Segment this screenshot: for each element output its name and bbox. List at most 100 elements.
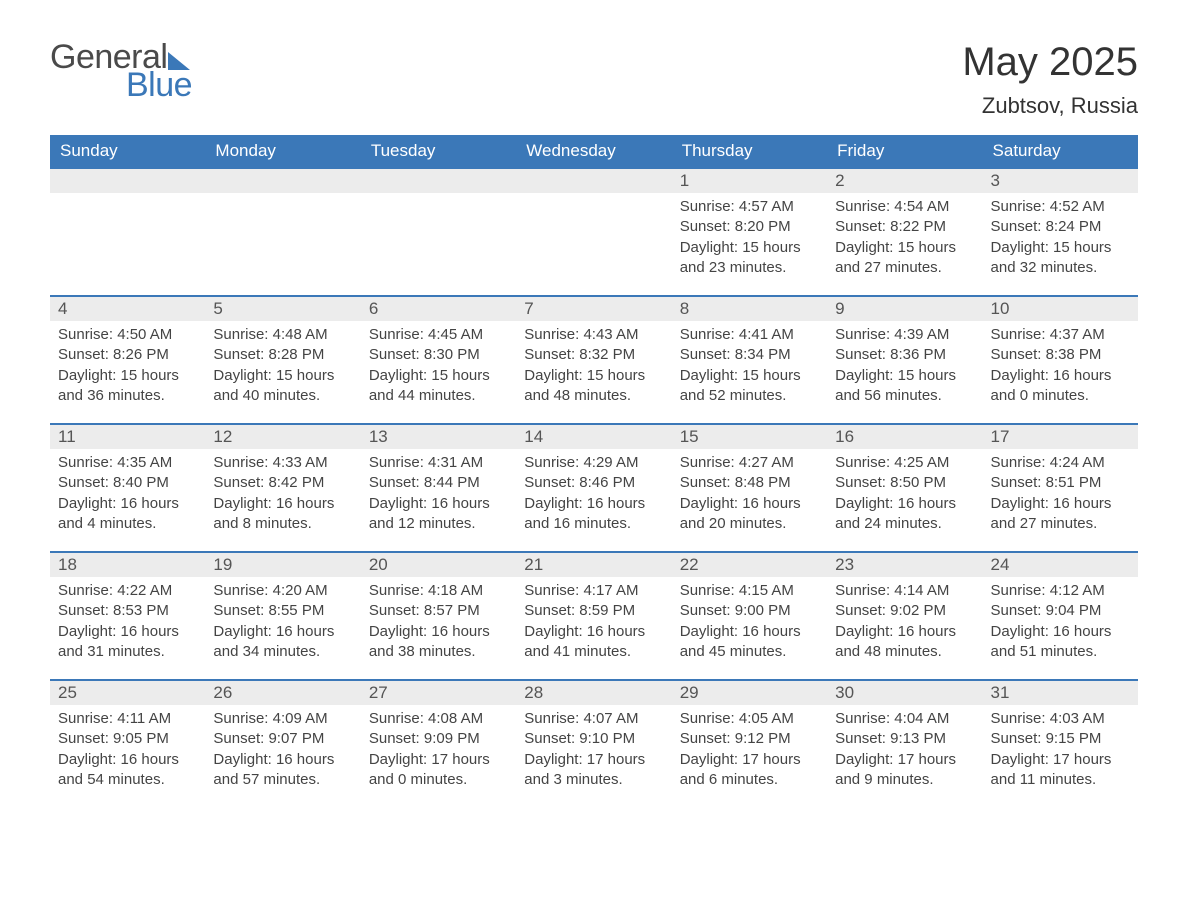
sunset-text: Sunset: 8:26 PM	[58, 345, 197, 365]
calendar-day-cell	[516, 167, 671, 295]
calendar-day-cell	[361, 167, 516, 295]
daylight-text: Daylight: 16 hours and 45 minutes.	[680, 622, 819, 663]
sunset-text: Sunset: 9:09 PM	[369, 729, 508, 749]
calendar-day-cell: 25Sunrise: 4:11 AMSunset: 9:05 PMDayligh…	[50, 679, 205, 807]
calendar-day-cell: 28Sunrise: 4:07 AMSunset: 9:10 PMDayligh…	[516, 679, 671, 807]
sunset-text: Sunset: 8:51 PM	[991, 473, 1130, 493]
sunset-text: Sunset: 8:55 PM	[213, 601, 352, 621]
day-number: 24	[983, 551, 1138, 577]
day-number: 15	[672, 423, 827, 449]
sunrise-text: Sunrise: 4:15 AM	[680, 581, 819, 601]
daylight-text: Daylight: 15 hours and 56 minutes.	[835, 366, 974, 407]
day-details: Sunrise: 4:18 AMSunset: 8:57 PMDaylight:…	[361, 577, 516, 670]
day-details: Sunrise: 4:45 AMSunset: 8:30 PMDaylight:…	[361, 321, 516, 414]
day-details: Sunrise: 4:57 AMSunset: 8:20 PMDaylight:…	[672, 193, 827, 286]
sunset-text: Sunset: 8:42 PM	[213, 473, 352, 493]
sunset-text: Sunset: 8:40 PM	[58, 473, 197, 493]
day-details	[361, 193, 516, 205]
day-number: 28	[516, 679, 671, 705]
daylight-text: Daylight: 17 hours and 11 minutes.	[991, 750, 1130, 791]
weekday-header: Wednesday	[516, 135, 671, 167]
day-details: Sunrise: 4:43 AMSunset: 8:32 PMDaylight:…	[516, 321, 671, 414]
day-number: 20	[361, 551, 516, 577]
daylight-text: Daylight: 15 hours and 32 minutes.	[991, 238, 1130, 279]
sunrise-text: Sunrise: 4:45 AM	[369, 325, 508, 345]
daylight-text: Daylight: 16 hours and 27 minutes.	[991, 494, 1130, 535]
day-number	[50, 167, 205, 193]
day-number: 19	[205, 551, 360, 577]
day-number: 23	[827, 551, 982, 577]
day-number: 8	[672, 295, 827, 321]
sunrise-text: Sunrise: 4:57 AM	[680, 197, 819, 217]
sunset-text: Sunset: 8:36 PM	[835, 345, 974, 365]
day-number	[361, 167, 516, 193]
day-details: Sunrise: 4:09 AMSunset: 9:07 PMDaylight:…	[205, 705, 360, 798]
daylight-text: Daylight: 16 hours and 31 minutes.	[58, 622, 197, 663]
sunrise-text: Sunrise: 4:05 AM	[680, 709, 819, 729]
calendar-day-cell: 13Sunrise: 4:31 AMSunset: 8:44 PMDayligh…	[361, 423, 516, 551]
day-number	[205, 167, 360, 193]
calendar-day-cell: 31Sunrise: 4:03 AMSunset: 9:15 PMDayligh…	[983, 679, 1138, 807]
day-details: Sunrise: 4:27 AMSunset: 8:48 PMDaylight:…	[672, 449, 827, 542]
calendar-day-cell: 23Sunrise: 4:14 AMSunset: 9:02 PMDayligh…	[827, 551, 982, 679]
sunrise-text: Sunrise: 4:48 AM	[213, 325, 352, 345]
daylight-text: Daylight: 17 hours and 0 minutes.	[369, 750, 508, 791]
sunrise-text: Sunrise: 4:09 AM	[213, 709, 352, 729]
sunrise-text: Sunrise: 4:39 AM	[835, 325, 974, 345]
calendar-day-cell: 15Sunrise: 4:27 AMSunset: 8:48 PMDayligh…	[672, 423, 827, 551]
daylight-text: Daylight: 16 hours and 38 minutes.	[369, 622, 508, 663]
sunrise-text: Sunrise: 4:41 AM	[680, 325, 819, 345]
sunset-text: Sunset: 9:15 PM	[991, 729, 1130, 749]
sunrise-text: Sunrise: 4:03 AM	[991, 709, 1130, 729]
sunrise-text: Sunrise: 4:04 AM	[835, 709, 974, 729]
daylight-text: Daylight: 16 hours and 0 minutes.	[991, 366, 1130, 407]
weekday-header: Saturday	[983, 135, 1138, 167]
brand-logo: General Blue	[50, 40, 192, 102]
calendar-day-cell: 1Sunrise: 4:57 AMSunset: 8:20 PMDaylight…	[672, 167, 827, 295]
day-details: Sunrise: 4:08 AMSunset: 9:09 PMDaylight:…	[361, 705, 516, 798]
sunset-text: Sunset: 8:38 PM	[991, 345, 1130, 365]
day-details: Sunrise: 4:14 AMSunset: 9:02 PMDaylight:…	[827, 577, 982, 670]
day-details: Sunrise: 4:29 AMSunset: 8:46 PMDaylight:…	[516, 449, 671, 542]
sunrise-text: Sunrise: 4:12 AM	[991, 581, 1130, 601]
brand-part2: Blue	[126, 68, 192, 102]
calendar-day-cell: 12Sunrise: 4:33 AMSunset: 8:42 PMDayligh…	[205, 423, 360, 551]
daylight-text: Daylight: 16 hours and 24 minutes.	[835, 494, 974, 535]
day-number: 30	[827, 679, 982, 705]
sunset-text: Sunset: 9:10 PM	[524, 729, 663, 749]
day-details	[205, 193, 360, 205]
day-number: 10	[983, 295, 1138, 321]
day-number: 29	[672, 679, 827, 705]
page-header: General Blue May 2025 Zubtsov, Russia	[50, 40, 1138, 119]
calendar-day-cell: 26Sunrise: 4:09 AMSunset: 9:07 PMDayligh…	[205, 679, 360, 807]
day-number: 9	[827, 295, 982, 321]
daylight-text: Daylight: 15 hours and 23 minutes.	[680, 238, 819, 279]
calendar-day-cell: 7Sunrise: 4:43 AMSunset: 8:32 PMDaylight…	[516, 295, 671, 423]
daylight-text: Daylight: 15 hours and 48 minutes.	[524, 366, 663, 407]
sunset-text: Sunset: 8:57 PM	[369, 601, 508, 621]
daylight-text: Daylight: 15 hours and 40 minutes.	[213, 366, 352, 407]
calendar-week-row: 18Sunrise: 4:22 AMSunset: 8:53 PMDayligh…	[50, 551, 1138, 679]
calendar-week-row: 1Sunrise: 4:57 AMSunset: 8:20 PMDaylight…	[50, 167, 1138, 295]
day-details: Sunrise: 4:24 AMSunset: 8:51 PMDaylight:…	[983, 449, 1138, 542]
sunrise-text: Sunrise: 4:27 AM	[680, 453, 819, 473]
day-number: 1	[672, 167, 827, 193]
sunset-text: Sunset: 9:07 PM	[213, 729, 352, 749]
sunset-text: Sunset: 9:13 PM	[835, 729, 974, 749]
calendar-day-cell: 17Sunrise: 4:24 AMSunset: 8:51 PMDayligh…	[983, 423, 1138, 551]
daylight-text: Daylight: 16 hours and 34 minutes.	[213, 622, 352, 663]
calendar-day-cell: 24Sunrise: 4:12 AMSunset: 9:04 PMDayligh…	[983, 551, 1138, 679]
sunrise-text: Sunrise: 4:31 AM	[369, 453, 508, 473]
sunrise-text: Sunrise: 4:11 AM	[58, 709, 197, 729]
day-number: 4	[50, 295, 205, 321]
calendar-day-cell: 4Sunrise: 4:50 AMSunset: 8:26 PMDaylight…	[50, 295, 205, 423]
calendar-day-cell: 10Sunrise: 4:37 AMSunset: 8:38 PMDayligh…	[983, 295, 1138, 423]
day-number: 14	[516, 423, 671, 449]
calendar-day-cell: 30Sunrise: 4:04 AMSunset: 9:13 PMDayligh…	[827, 679, 982, 807]
sunset-text: Sunset: 9:04 PM	[991, 601, 1130, 621]
day-details: Sunrise: 4:05 AMSunset: 9:12 PMDaylight:…	[672, 705, 827, 798]
daylight-text: Daylight: 15 hours and 52 minutes.	[680, 366, 819, 407]
day-details: Sunrise: 4:39 AMSunset: 8:36 PMDaylight:…	[827, 321, 982, 414]
day-number: 2	[827, 167, 982, 193]
day-number: 18	[50, 551, 205, 577]
